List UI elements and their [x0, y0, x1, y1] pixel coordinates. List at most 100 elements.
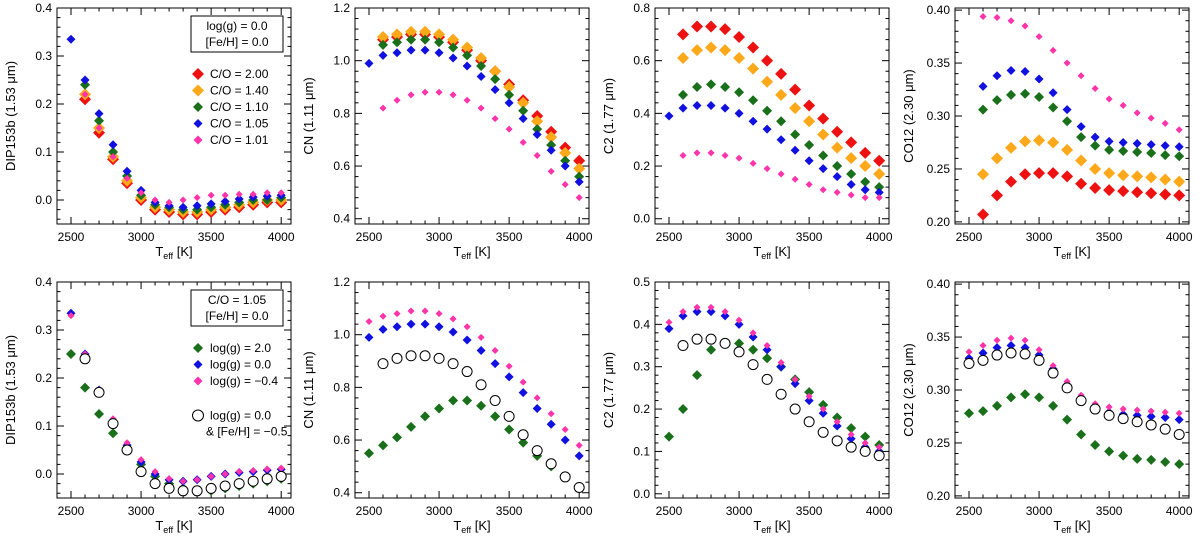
- data-point: [859, 445, 871, 457]
- data-point: [1021, 336, 1029, 344]
- data-point: [873, 167, 886, 180]
- data-point: [790, 129, 801, 140]
- y-axis-label: DIP153b (1.53 μm): [3, 335, 18, 445]
- data-point: [818, 164, 828, 174]
- data-point: [109, 153, 117, 161]
- data-point: [505, 125, 513, 133]
- data-point: [1173, 428, 1185, 440]
- data-point: [677, 28, 690, 41]
- data-point: [149, 478, 161, 490]
- data-point: [235, 468, 243, 476]
- data-point: [461, 41, 474, 54]
- data-point: [379, 312, 387, 320]
- data-point: [261, 473, 273, 485]
- data-point: [504, 424, 515, 435]
- info-box-line: log(g) = 0.0: [206, 19, 267, 33]
- data-point: [123, 174, 131, 182]
- data-point: [762, 105, 773, 116]
- data-point: [419, 25, 432, 38]
- series-4: [679, 149, 883, 202]
- y-axis-label: CN (1.11 μm): [301, 77, 316, 154]
- data-point: [448, 53, 458, 63]
- data-point: [775, 67, 788, 80]
- data-point: [991, 189, 1004, 202]
- data-point: [692, 82, 703, 93]
- legend-label: C/O = 1.10: [210, 100, 269, 114]
- y-tick-label: 0.35: [927, 56, 951, 70]
- data-point: [419, 350, 431, 362]
- data-point: [1005, 175, 1018, 188]
- data-point: [1173, 189, 1186, 202]
- x-tick-label: 3000: [128, 230, 155, 244]
- data-point: [434, 37, 445, 48]
- data-point: [1019, 135, 1032, 148]
- data-point: [677, 340, 689, 352]
- data-point: [845, 441, 857, 453]
- data-point: [817, 426, 829, 438]
- data-point: [818, 150, 829, 161]
- data-point: [151, 196, 159, 204]
- data-point: [448, 42, 459, 53]
- data-point: [979, 12, 987, 20]
- info-box-line: [Fe/H] = 0.0: [205, 35, 268, 49]
- data-point: [859, 146, 872, 159]
- data-point: [873, 450, 885, 462]
- data-point: [108, 147, 119, 157]
- series-3: [664, 100, 884, 197]
- data-point: [165, 198, 173, 206]
- legend-label: C/O = 2.00: [210, 67, 269, 81]
- data-point: [763, 342, 771, 350]
- data-point: [233, 478, 245, 490]
- y-tick-label: 0.25: [927, 436, 951, 450]
- y-tick-label: 1.2: [333, 275, 350, 289]
- data-point: [503, 81, 516, 94]
- data-point: [1048, 102, 1059, 113]
- data-point: [677, 52, 690, 65]
- data-point: [504, 89, 515, 100]
- data-point: [978, 348, 988, 358]
- data-point: [1131, 170, 1144, 183]
- data-point: [277, 189, 285, 197]
- chart-panel-co12-bottom: 2500 3000 3500 4000 0.20 0.25 0.30 0.35 0.40 Teff…: [901, 277, 1193, 535]
- legend-label: log(g) = 0.0: [210, 358, 271, 372]
- data-point: [1048, 400, 1059, 411]
- data-point: [859, 160, 872, 173]
- data-point: [965, 348, 973, 356]
- data-point: [219, 480, 231, 492]
- y-tick-label: 0.4: [633, 317, 650, 331]
- data-point: [192, 201, 202, 211]
- y-tick-label: 0.40: [927, 277, 951, 291]
- data-point: [406, 45, 416, 55]
- data-point: [817, 112, 830, 125]
- data-point: [819, 405, 827, 413]
- data-point: [1118, 145, 1129, 156]
- data-point: [277, 464, 285, 472]
- data-point: [532, 403, 542, 413]
- data-point: [66, 349, 77, 359]
- x-tick-label: 3000: [426, 230, 453, 244]
- y-tick-label: 0.6: [333, 159, 350, 173]
- data-point: [992, 400, 1003, 411]
- data-point: [860, 431, 871, 442]
- data-point: [734, 319, 744, 329]
- x-axis-label: Teff [K]: [453, 244, 490, 261]
- data-point: [574, 451, 584, 461]
- data-point: [762, 345, 772, 355]
- data-point: [94, 109, 104, 119]
- data-point: [137, 189, 145, 197]
- plot-frame: [56, 281, 292, 499]
- x-tick-label: 2500: [356, 504, 383, 518]
- data-point: [463, 96, 471, 104]
- data-point: [847, 191, 855, 199]
- data-point: [393, 310, 401, 318]
- data-point: [378, 324, 388, 334]
- data-point: [1105, 403, 1113, 411]
- data-point: [193, 476, 201, 484]
- series-3: [364, 45, 584, 187]
- data-point: [804, 396, 814, 406]
- data-point: [804, 387, 815, 398]
- data-point: [94, 115, 105, 126]
- x-tick-label: 3500: [198, 230, 225, 244]
- data-point: [1131, 186, 1144, 199]
- x-tick-label: 3000: [426, 504, 453, 518]
